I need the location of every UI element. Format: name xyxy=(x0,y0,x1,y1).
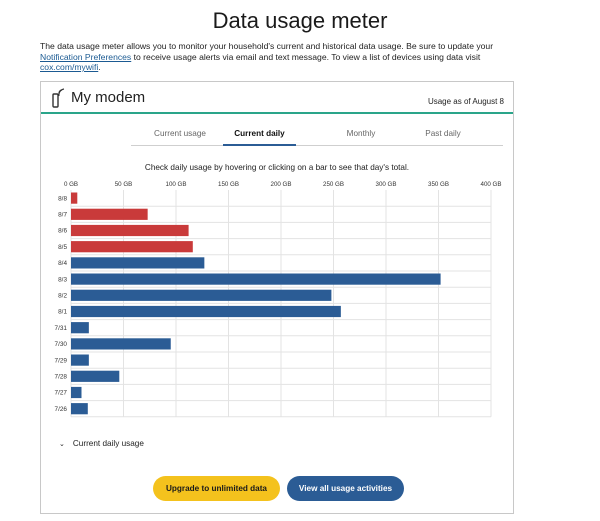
x-tick-label: 350 GB xyxy=(428,181,449,188)
usage-bar[interactable] xyxy=(71,338,171,350)
view-all-usage-button[interactable]: View all usage activities xyxy=(287,476,404,501)
y-tick-label: 7/28 xyxy=(55,374,68,381)
intro-text: . xyxy=(98,62,101,72)
modem-icon xyxy=(52,88,65,108)
accordion-label: Current daily usage xyxy=(72,439,144,448)
y-tick-label: 8/2 xyxy=(58,293,67,300)
y-tick-label: 8/5 xyxy=(58,244,67,251)
intro-text: to receive usage alerts via email and te… xyxy=(131,51,481,62)
y-tick-label: 7/29 xyxy=(55,357,68,364)
chart-hint: Check daily usage by hovering or clickin… xyxy=(144,163,410,172)
mywifi-link[interactable]: cox.com/mywifi xyxy=(40,62,99,72)
x-tick-label: 300 GB xyxy=(376,181,397,188)
y-tick-label: 8/8 xyxy=(58,195,67,202)
y-tick-label: 8/4 xyxy=(58,260,67,267)
tab-current-daily[interactable]: Current daily xyxy=(223,129,296,146)
usage-bar[interactable] xyxy=(71,305,341,318)
usage-bar[interactable] xyxy=(71,257,205,269)
y-tick-label: 7/27 xyxy=(55,390,68,397)
tab-past-daily[interactable]: Past daily xyxy=(425,129,461,138)
usage-bar[interactable] xyxy=(71,241,193,253)
usage-bar[interactable] xyxy=(71,273,441,285)
x-tick-label: 400 GB xyxy=(481,181,502,188)
usage-bar[interactable] xyxy=(71,289,332,301)
card-title: My modem xyxy=(71,89,146,106)
usage-bar[interactable] xyxy=(71,224,189,237)
x-tick-label: 0 GB xyxy=(64,181,78,188)
usage-bar[interactable] xyxy=(71,208,148,220)
x-tick-label: 50 GB xyxy=(115,181,133,188)
page-title: Data usage meter xyxy=(212,8,388,33)
chevron-down-icon: ⌄ xyxy=(59,441,65,448)
x-tick-label: 250 GB xyxy=(323,181,344,188)
intro-text: The data usage meter allows you to monit… xyxy=(40,41,494,51)
card-header: My modem Usage as of August 8 xyxy=(41,82,513,114)
intro-paragraph: The data usage meter allows you to monit… xyxy=(40,41,515,73)
usage-tabs: Current usage Current daily Monthly Past… xyxy=(131,129,503,146)
y-tick-label: 8/7 xyxy=(58,212,67,219)
tab-current-usage[interactable]: Current usage xyxy=(154,129,206,138)
y-tick-label: 7/26 xyxy=(55,406,68,413)
y-tick-label: 8/1 xyxy=(58,309,67,316)
usage-bar[interactable] xyxy=(71,403,88,415)
y-tick-label: 8/3 xyxy=(58,276,67,283)
notification-preferences-link[interactable]: Notification Preferences xyxy=(40,51,132,62)
y-tick-label: 8/6 xyxy=(58,228,67,235)
current-daily-usage-toggle[interactable]: ⌄ Current daily usage xyxy=(59,439,144,448)
x-tick-label: 200 GB xyxy=(271,181,292,188)
usage-bar[interactable] xyxy=(71,322,89,334)
tab-monthly[interactable]: Monthly xyxy=(346,129,376,138)
y-tick-label: 7/31 xyxy=(55,325,68,332)
daily-usage-chart: 0 GB 50 GB 100 GB 150 GB 200 GB 250 GB 300 GB 3… xyxy=(55,181,502,418)
usage-as-of: Usage as of August 8 xyxy=(427,97,504,106)
x-tick-label: 100 GB xyxy=(166,181,187,188)
usage-bar[interactable] xyxy=(71,192,78,204)
y-tick-label: 7/30 xyxy=(55,341,68,348)
usage-bar[interactable] xyxy=(71,386,82,399)
upgrade-button[interactable]: Upgrade to unlimited data xyxy=(153,476,280,501)
usage-bar[interactable] xyxy=(71,370,120,382)
x-tick-label: 150 GB xyxy=(218,181,239,188)
modem-card: My modem Usage as of August 8 Current us… xyxy=(40,81,514,514)
usage-bar[interactable] xyxy=(71,354,89,366)
